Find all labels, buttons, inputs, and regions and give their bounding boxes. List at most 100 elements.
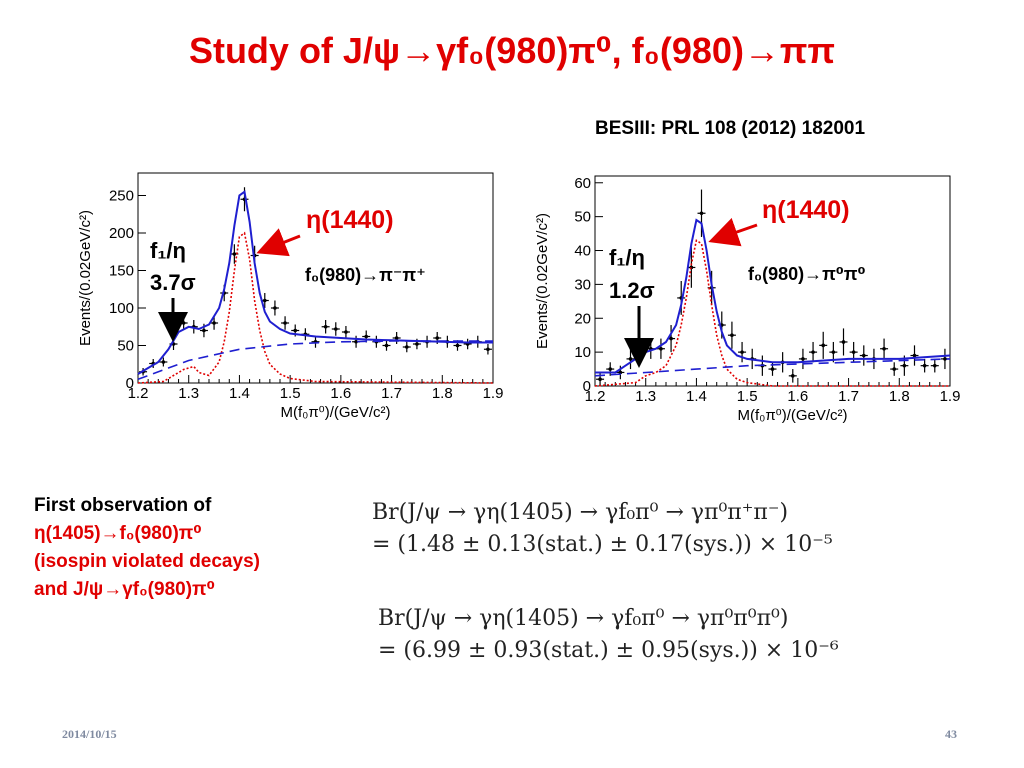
data-point — [831, 350, 836, 354]
data-point — [344, 330, 348, 334]
data-point — [882, 346, 886, 351]
y-tick-label: 0 — [126, 375, 134, 392]
formula-charged-line-2: = (1.48 ± 0.13(stat.) ± 0.17(sys.)) × 10… — [372, 532, 833, 557]
data-point — [912, 353, 917, 358]
right-eta-arrow — [708, 217, 758, 247]
data-point — [821, 343, 826, 348]
page-title: Study of J/ψ→γf₀(980)π⁰, f₀(980)→ππ — [188, 30, 836, 71]
x-tick-label: 1.5 — [737, 388, 758, 405]
y-tick-label: 150 — [109, 263, 134, 280]
data-point — [770, 367, 775, 371]
observation-text: First observation of η(1405)→f₀(980)π⁰ (… — [34, 492, 260, 604]
x-tick-label: 1.7 — [838, 388, 859, 405]
data-point — [202, 328, 206, 333]
left-significance: 3.7σ — [150, 270, 196, 295]
data-point — [902, 363, 907, 368]
data-point — [435, 336, 440, 340]
formula-charged-line-1: Br(J/ψ → γη(1405) → γf₀π⁰ → γπ⁰π⁺π⁻) — [372, 500, 789, 525]
x-axis-label: M(f₀π⁰)/(GeV/c²) — [280, 404, 390, 421]
x-tick-label: 1.4 — [229, 385, 250, 402]
observation-line-1: First observation of — [34, 495, 212, 516]
data-point — [404, 345, 409, 349]
data-point — [790, 374, 795, 378]
data-point — [618, 370, 623, 375]
data-point — [922, 363, 927, 368]
data-point — [455, 343, 460, 348]
right-significance: 1.2σ — [609, 278, 655, 303]
observation-line-2: η(1405)→f₀(980)π⁰ — [34, 523, 202, 544]
data-point — [598, 377, 602, 382]
background-curve — [137, 340, 493, 381]
data-point — [669, 336, 673, 341]
x-tick-label: 1.2 — [128, 385, 149, 402]
x-tick-label: 1.2 — [585, 388, 606, 405]
left-eta-arrow — [256, 228, 301, 257]
observation-line-4: and J/ψ→γf₀(980)π⁰ — [34, 579, 215, 600]
data-point — [841, 340, 846, 344]
y-tick-label: 100 — [109, 300, 134, 317]
y-tick-label: 40 — [574, 243, 591, 260]
formula-charged: Br(J/ψ → γη(1405) → γf₀π⁰ → γπ⁰π⁺π⁻) = (… — [372, 497, 833, 561]
x-tick-label: 1.9 — [940, 388, 961, 405]
data-point — [262, 298, 267, 303]
plot-frame — [594, 175, 951, 387]
left-f1-label: f₁/η — [150, 238, 186, 263]
x-tick-label: 1.4 — [686, 388, 707, 405]
y-tick-label: 30 — [574, 276, 591, 293]
x-tick-label: 1.7 — [381, 385, 402, 402]
signal-curve — [137, 231, 494, 384]
chart-right: 1.2 1.3 1.4 1.5 1.6 1.7 1.8 1.9 0 10 20 30 40 50 60 M(f… — [534, 175, 961, 424]
slide-number: 43 — [945, 727, 957, 741]
x-tick-label: 1.8 — [889, 388, 910, 405]
data-point — [273, 306, 277, 310]
right-f1-label: f₁/η — [609, 245, 645, 270]
data-point — [730, 333, 734, 337]
signal-curve — [594, 239, 950, 387]
data-point — [394, 336, 399, 340]
x-tick-label: 1.6 — [330, 385, 351, 402]
right-channel-label: f₀(980)→π⁰π⁰ — [748, 264, 866, 284]
formula-neutral-line-2: = (6.99 ± 0.93(stat.) ± 0.95(sys.)) × 10… — [378, 638, 839, 663]
data-point — [740, 350, 744, 354]
data-point — [323, 324, 328, 329]
data-point — [333, 327, 338, 331]
reference-citation: BESIII: PRL 108 (2012) 182001 — [595, 118, 866, 139]
left-eta-label: η(1440) — [306, 206, 394, 234]
data-point — [943, 357, 947, 361]
formula-neutral: Br(J/ψ → γη(1405) → γf₀π⁰ → γπ⁰π⁰π⁰) = (… — [378, 603, 839, 667]
y-tick-label: 200 — [109, 225, 134, 242]
y-axis-label: Events/(0.02GeV/c²) — [534, 213, 551, 349]
y-tick-label: 60 — [574, 175, 591, 192]
x-tick-label: 1.5 — [280, 385, 301, 402]
data-point — [486, 347, 490, 352]
left-channel-label: f₀(980)→π⁻π⁺ — [305, 265, 426, 285]
data-point — [364, 334, 369, 339]
right-eta-label: η(1440) — [762, 196, 850, 224]
data-point — [212, 321, 216, 325]
x-axis-label: M(f₀π⁰)/(GeV/c²) — [737, 407, 847, 424]
data-point — [354, 339, 358, 344]
x-tick-label: 1.8 — [432, 385, 453, 402]
data-point — [161, 360, 166, 364]
data-point — [699, 211, 704, 216]
x-tick-label: 1.3 — [635, 388, 656, 405]
y-tick-label: 50 — [117, 338, 134, 355]
data-point — [384, 343, 389, 348]
y-axis-label: Events/(0.02GeV/c²) — [77, 210, 94, 346]
slide-date: 2014/10/15 — [62, 727, 117, 741]
data-point — [861, 353, 866, 358]
x-tick-label: 1.6 — [787, 388, 808, 405]
x-tick-label: 1.3 — [178, 385, 199, 402]
observation-line-3: (isospin violated decays) — [34, 551, 260, 572]
data-point — [283, 321, 287, 325]
y-tick-label: 10 — [574, 344, 591, 361]
x-tick-label: 1.9 — [483, 385, 504, 402]
data-point — [811, 350, 815, 354]
y-tick-label: 250 — [109, 188, 134, 205]
plot-frame — [137, 172, 494, 384]
formula-neutral-line-1: Br(J/ψ → γη(1405) → γf₀π⁰ → γπ⁰π⁰π⁰) — [378, 606, 789, 631]
y-tick-label: 50 — [574, 209, 591, 226]
y-tick-label: 20 — [574, 310, 591, 327]
data-point — [932, 363, 937, 368]
